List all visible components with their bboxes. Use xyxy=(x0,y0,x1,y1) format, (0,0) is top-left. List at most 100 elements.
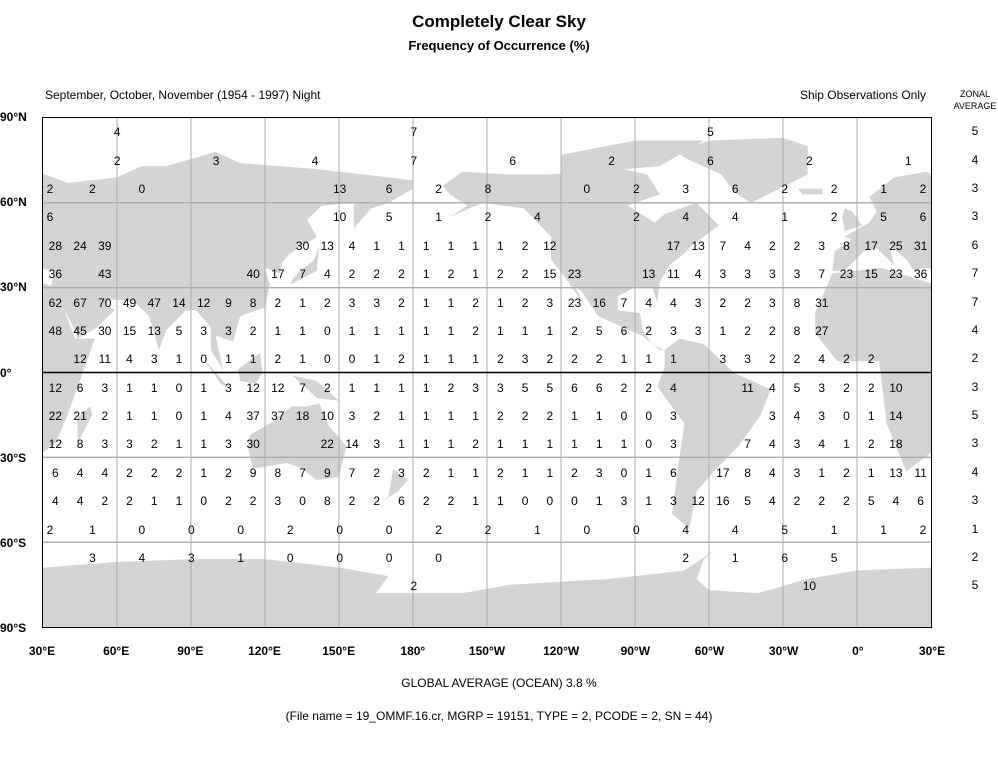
grid-value: 12 xyxy=(543,238,557,253)
grid-value: 2 xyxy=(101,494,109,509)
grid-value: 3 xyxy=(101,437,109,452)
grid-value: 1 xyxy=(299,352,306,367)
grid-value: 39 xyxy=(98,238,112,253)
grid-value: 2 xyxy=(373,465,381,480)
grid-value: 4 xyxy=(311,153,319,168)
grid-value: 4 xyxy=(138,551,146,566)
grid-value: 1 xyxy=(645,465,653,480)
grid-value: 3 xyxy=(682,181,690,196)
grid-value: 0 xyxy=(620,465,628,480)
grid-value: 3 xyxy=(719,352,727,367)
period-label: September, October, November (1954 - 199… xyxy=(45,88,321,102)
grid-value: 13 xyxy=(691,238,705,253)
global-average: GLOBAL AVERAGE (OCEAN) 3.8 % xyxy=(401,676,597,690)
grid-value: 1 xyxy=(880,181,887,196)
grid-value: 2 xyxy=(830,210,838,225)
file-info: (File name = 19_OMMF.16.cr, MGRP = 19151… xyxy=(285,709,713,723)
grid-value: 0 xyxy=(175,380,183,395)
grid-value: 8 xyxy=(323,494,331,509)
grid-value: 3 xyxy=(744,352,751,367)
grid-value: 37 xyxy=(246,409,260,424)
grid-value: 1 xyxy=(150,409,158,424)
grid-value: 2 xyxy=(571,352,578,367)
grid-value: 12 xyxy=(48,437,63,452)
grid-value: 0 xyxy=(138,181,146,196)
grid-value: 1 xyxy=(225,352,232,367)
grid-value: 3 xyxy=(768,409,776,424)
grid-value: 3 xyxy=(212,153,220,168)
grid-value: 1 xyxy=(299,295,306,310)
lon-tick-label: 150°W xyxy=(468,644,506,658)
grid-value: 1 xyxy=(398,323,405,338)
grid-value: 2 xyxy=(645,380,653,395)
grid-value: 8 xyxy=(843,238,850,253)
grid-value: 1 xyxy=(781,210,788,225)
grid-value: 1 xyxy=(497,238,504,253)
grid-value: 2 xyxy=(818,494,826,509)
grid-value: 2 xyxy=(744,323,751,338)
grid-value: 9 xyxy=(225,295,232,310)
grid-value: 1 xyxy=(867,465,875,480)
grid-value: 2 xyxy=(46,181,54,196)
grid-value: 13 xyxy=(889,465,903,480)
grid-value: 2 xyxy=(632,181,640,196)
grid-value: 5 xyxy=(546,380,554,395)
grid-value: 2 xyxy=(274,352,282,367)
grid-value: 1 xyxy=(422,437,430,452)
grid-value: 2 xyxy=(919,522,927,537)
zonal-header-line2: AVERAGE xyxy=(953,101,997,111)
grid-value: 4 xyxy=(768,437,776,452)
grid-value: 6 xyxy=(595,380,603,395)
grid-value: 3 xyxy=(348,295,356,310)
grid-value: 2 xyxy=(225,465,232,480)
grid-value: 2 xyxy=(632,210,640,225)
grid-value: 17 xyxy=(716,465,730,480)
grid-value: 12 xyxy=(691,494,705,509)
grid-value: 7 xyxy=(410,153,418,168)
grid-value: 2 xyxy=(175,465,183,480)
grid-value: 2 xyxy=(645,323,653,338)
grid-value: 13 xyxy=(320,238,334,253)
grid-value: 37 xyxy=(271,409,285,424)
grid-value: 4 xyxy=(768,380,776,395)
grid-value: 12 xyxy=(271,380,285,395)
grid-value: 2 xyxy=(472,323,479,338)
lon-tick-label: 120°W xyxy=(543,644,580,658)
grid-value: 2 xyxy=(348,494,356,509)
zonal-average-value: 7 xyxy=(971,266,979,281)
grid-value: 1 xyxy=(422,238,430,253)
grid-value: 2 xyxy=(398,352,405,367)
grid-value: 1 xyxy=(373,380,381,395)
grid-value: 1 xyxy=(175,494,183,509)
grid-value: 1 xyxy=(200,409,208,424)
grid-value: 1 xyxy=(546,437,554,452)
grid-value: 2 xyxy=(843,352,850,367)
grid-value: 3 xyxy=(101,380,109,395)
grid-value: 4 xyxy=(323,267,331,282)
grid-value: 47 xyxy=(147,295,161,310)
grid-value: 1 xyxy=(534,522,541,537)
grid-value: 1 xyxy=(546,465,554,480)
grid-value: 1 xyxy=(373,352,381,367)
grid-value: 1 xyxy=(521,465,529,480)
lat-tick-label: 60°S xyxy=(0,535,27,550)
grid-value: 0 xyxy=(336,522,343,537)
grid-value: 2 xyxy=(435,181,442,196)
grid-value: 3 xyxy=(768,295,776,310)
grid-value: 6 xyxy=(398,494,405,509)
grid-value: 13 xyxy=(642,267,656,282)
grid-value: 1 xyxy=(200,437,208,452)
grid-value: 6 xyxy=(670,465,677,480)
grid-value: 40 xyxy=(246,267,260,282)
lat-tick-label: 30°N xyxy=(0,280,27,295)
grid-value: 4 xyxy=(225,409,232,424)
grid-value: 2 xyxy=(843,465,850,480)
grid-value: 1 xyxy=(521,323,529,338)
grid-value: 1 xyxy=(249,352,257,367)
grid-value: 4 xyxy=(76,494,84,509)
grid-value: 14 xyxy=(172,295,186,310)
grid-value: 2 xyxy=(768,323,776,338)
grid-value: 1 xyxy=(645,352,653,367)
grid-value: 15 xyxy=(864,267,878,282)
lon-tick-label: 30°W xyxy=(768,644,799,658)
